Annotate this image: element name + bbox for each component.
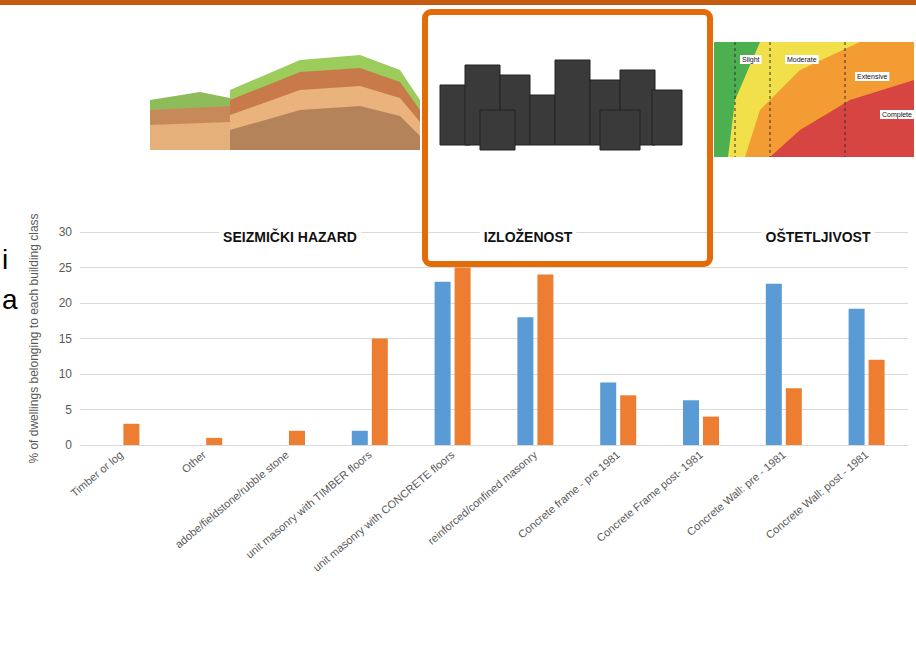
- svg-text:30: 30: [59, 225, 73, 239]
- svg-text:adobe/fieldstone/rubble stone: adobe/fieldstone/rubble stone: [172, 448, 291, 551]
- svg-text:0: 0: [65, 438, 72, 452]
- svg-text:5: 5: [65, 403, 72, 417]
- svg-text:% of dwellings belonging to ea: % of dwellings belonging to each buildin…: [27, 213, 41, 463]
- svg-text:Concrete Wall: post - 1981: Concrete Wall: post - 1981: [763, 448, 870, 541]
- svg-text:Moderate: Moderate: [787, 56, 817, 63]
- svg-text:unit masonry with CONCRETE flo: unit masonry with CONCRETE floors: [311, 448, 457, 573]
- svg-text:25: 25: [59, 261, 73, 275]
- svg-text:Timber or log: Timber or log: [68, 448, 125, 499]
- svg-text:20: 20: [59, 296, 73, 310]
- svg-text:Complete: Complete: [882, 111, 912, 119]
- svg-text:a: a: [2, 284, 18, 315]
- svg-text:i: i: [2, 244, 8, 275]
- svg-text:Slight: Slight: [742, 56, 760, 64]
- svg-text:15: 15: [59, 332, 73, 346]
- svg-text:Concrete Frame post- 1981: Concrete Frame post- 1981: [594, 448, 705, 545]
- svg-text:10: 10: [59, 367, 73, 381]
- svg-text:Other: Other: [179, 448, 208, 475]
- svg-text:OŠTETLJIVOST: OŠTETLJIVOST: [765, 228, 870, 245]
- svg-text:SEIZMIČKI HAZARD: SEIZMIČKI HAZARD: [223, 228, 357, 245]
- svg-text:Concrete Wall: pre - 1981: Concrete Wall: pre - 1981: [684, 448, 788, 538]
- svg-text:Extensive: Extensive: [857, 73, 887, 80]
- svg-text:Concrete frame - pre 1981: Concrete frame - pre 1981: [515, 448, 623, 541]
- svg-text:IZLOŽENOST: IZLOŽENOST: [484, 228, 573, 245]
- svg-text:reinforced/confined masonry: reinforced/confined masonry: [425, 448, 540, 547]
- svg-text:unit masonry with TIMBER floor: unit masonry with TIMBER floors: [243, 448, 374, 560]
